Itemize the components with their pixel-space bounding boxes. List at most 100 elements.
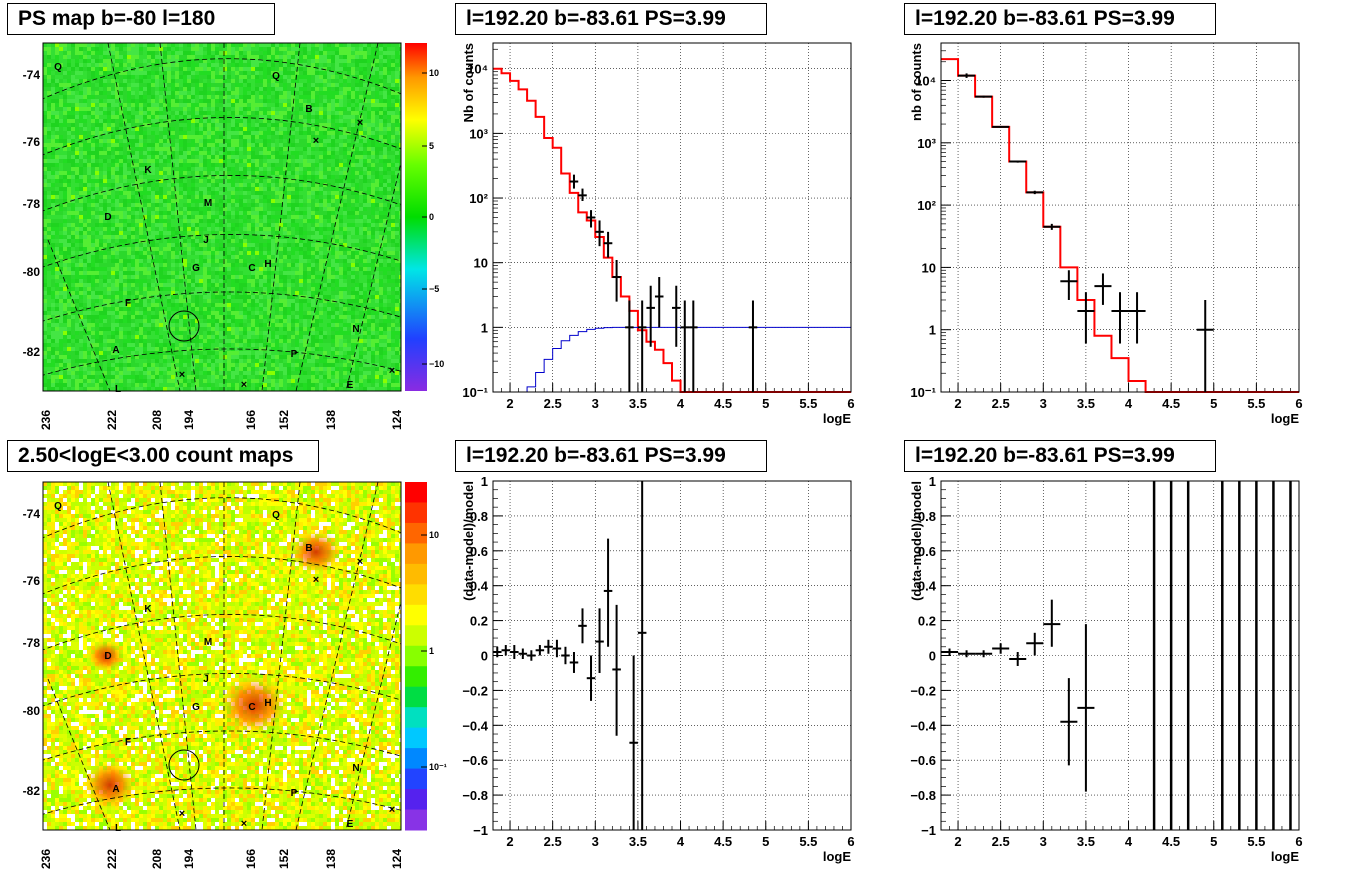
y-tick-label: 10² — [469, 191, 488, 206]
source-label: B — [305, 104, 312, 115]
colorbar-tick-label: 10 — [429, 530, 439, 540]
map-latitude-line — [43, 117, 401, 156]
x-axis-label: logE — [823, 849, 851, 864]
map-latitude-line — [43, 556, 401, 595]
lat-tick-label: -80 — [23, 704, 41, 718]
lon-tick-label: 236 — [39, 410, 53, 430]
source-label: E — [347, 380, 354, 391]
cross-marker: × — [241, 818, 247, 830]
lon-tick-label: 166 — [244, 849, 258, 869]
lon-tick-label: 194 — [182, 410, 196, 430]
y-axis-label: (data-model)/model — [909, 481, 924, 601]
source-label: F — [125, 737, 131, 748]
lon-tick-label: 222 — [105, 410, 119, 430]
y-axis-label: nb of counts — [909, 43, 924, 121]
x-tick-label: 3.5 — [629, 396, 647, 411]
cross-marker: × — [357, 556, 363, 568]
lon-tick-label: 138 — [324, 849, 338, 869]
x-tick-label: 3.5 — [1077, 396, 1095, 411]
spectrum-chart-2: 2 2.5 3 3.5 4 4.5 5 5.5 6 10⁻¹ 1 10 10² 10³ 10⁴ logE nb … — [909, 42, 1303, 426]
source-label: A — [112, 784, 119, 795]
source-label: E — [347, 819, 354, 830]
plot-frame — [492, 480, 852, 831]
map-latitude-line — [43, 175, 401, 212]
y-tick-label: −0.4 — [910, 718, 936, 733]
map-meridian-line — [47, 239, 111, 391]
x-tick-label: 6 — [847, 396, 854, 411]
source-label: M — [204, 198, 212, 209]
x-tick-label: 5.5 — [1247, 396, 1265, 411]
map-meridian-line — [345, 599, 401, 830]
x-tick-label: 5 — [762, 834, 769, 849]
lat-tick-label: -74 — [23, 68, 41, 82]
y-tick-label: 10 — [922, 260, 936, 275]
x-tick-label: 4 — [1125, 396, 1133, 411]
y-axis-label: Nb of counts — [461, 43, 476, 122]
map-meridian-line — [295, 43, 379, 391]
y-tick-label: −0.2 — [462, 683, 488, 698]
lon-tick-label: 166 — [244, 410, 258, 430]
source-label: Q — [54, 501, 62, 512]
cross-marker: × — [313, 574, 319, 586]
colorbar-bottom — [405, 482, 427, 831]
residual-1-title: l=192.20 b=-83.61 PS=3.99 — [455, 440, 767, 472]
map-meridian-line — [261, 43, 301, 391]
colorbar-segment — [405, 645, 427, 667]
colorbar-segment — [405, 707, 427, 729]
x-axis-label: logE — [1271, 849, 1299, 864]
x-tick-label: 2.5 — [544, 834, 562, 849]
cross-marker: × — [241, 379, 247, 391]
y-tick-label: 10³ — [917, 136, 936, 151]
source-label: P — [291, 349, 298, 360]
y-tick-label: 0.4 — [470, 579, 489, 594]
source-label: K — [144, 604, 152, 615]
plot-frame — [940, 42, 1300, 393]
map-latitude-line — [43, 348, 401, 376]
source-label: Q — [272, 71, 280, 82]
x-tick-label: 5 — [1210, 396, 1217, 411]
lon-tick-label: 152 — [277, 410, 291, 430]
y-tick-label: 1 — [481, 474, 488, 489]
source-label: Q — [54, 62, 62, 73]
x-tick-label: 2 — [506, 396, 513, 411]
colorbar-tick-label: 0 — [429, 212, 434, 222]
lon-tick-label: 124 — [390, 849, 404, 869]
plot-area — [493, 43, 851, 392]
colorbar-segment — [405, 563, 427, 585]
cross-marker: × — [179, 808, 185, 820]
x-tick-label: 4 — [1125, 834, 1133, 849]
map-meridian-line — [295, 482, 379, 830]
colorbar-segment — [405, 727, 427, 749]
source-label: G — [192, 263, 200, 274]
cross-marker: × — [389, 365, 395, 377]
y-tick-label: 0.2 — [470, 614, 488, 629]
y-tick-label: −1 — [473, 823, 488, 838]
y-tick-label: 10² — [917, 198, 936, 213]
y-tick-label: −0.2 — [910, 683, 936, 698]
residual-chart-2: 2 2.5 3 3.5 4 4.5 5 5.5 6 −1 −0.8 −0.6 −0.4 −0.2 0 0.2 0… — [909, 474, 1303, 864]
map-meridian-line — [159, 43, 197, 391]
x-tick-label: 2.5 — [544, 396, 562, 411]
cross-marker: × — [313, 135, 319, 147]
x-tick-label: 2.5 — [992, 834, 1010, 849]
source-label: L — [115, 823, 121, 834]
source-label: F — [125, 298, 131, 309]
source-label: C — [248, 263, 255, 274]
y-tick-label: 0.4 — [918, 579, 937, 594]
source-label: J — [203, 674, 209, 685]
ps-map-top: × × × × × Q Q B K D M J G C H F N A P L E -74 -76 -78 -80 -82 23… — [23, 42, 444, 430]
colorbar-tick-label: −10 — [429, 359, 444, 369]
colorbar-tick-label: 1 — [429, 646, 434, 656]
y-tick-label: 10³ — [469, 126, 488, 141]
colorbar-segment — [405, 768, 427, 790]
spectrum-1-title: l=192.20 b=-83.61 PS=3.99 — [455, 3, 767, 35]
colorbar-tick-label: −5 — [429, 284, 439, 294]
lat-tick-label: -82 — [23, 784, 41, 798]
y-tick-label: 10⁴ — [467, 62, 488, 77]
x-tick-label: 5.5 — [1247, 834, 1265, 849]
y-tick-label: 0 — [481, 649, 488, 664]
x-tick-label: 5.5 — [799, 396, 817, 411]
lon-tick-label: 152 — [277, 849, 291, 869]
colorbar-segment — [405, 584, 427, 606]
colorbar-segment — [405, 789, 427, 811]
